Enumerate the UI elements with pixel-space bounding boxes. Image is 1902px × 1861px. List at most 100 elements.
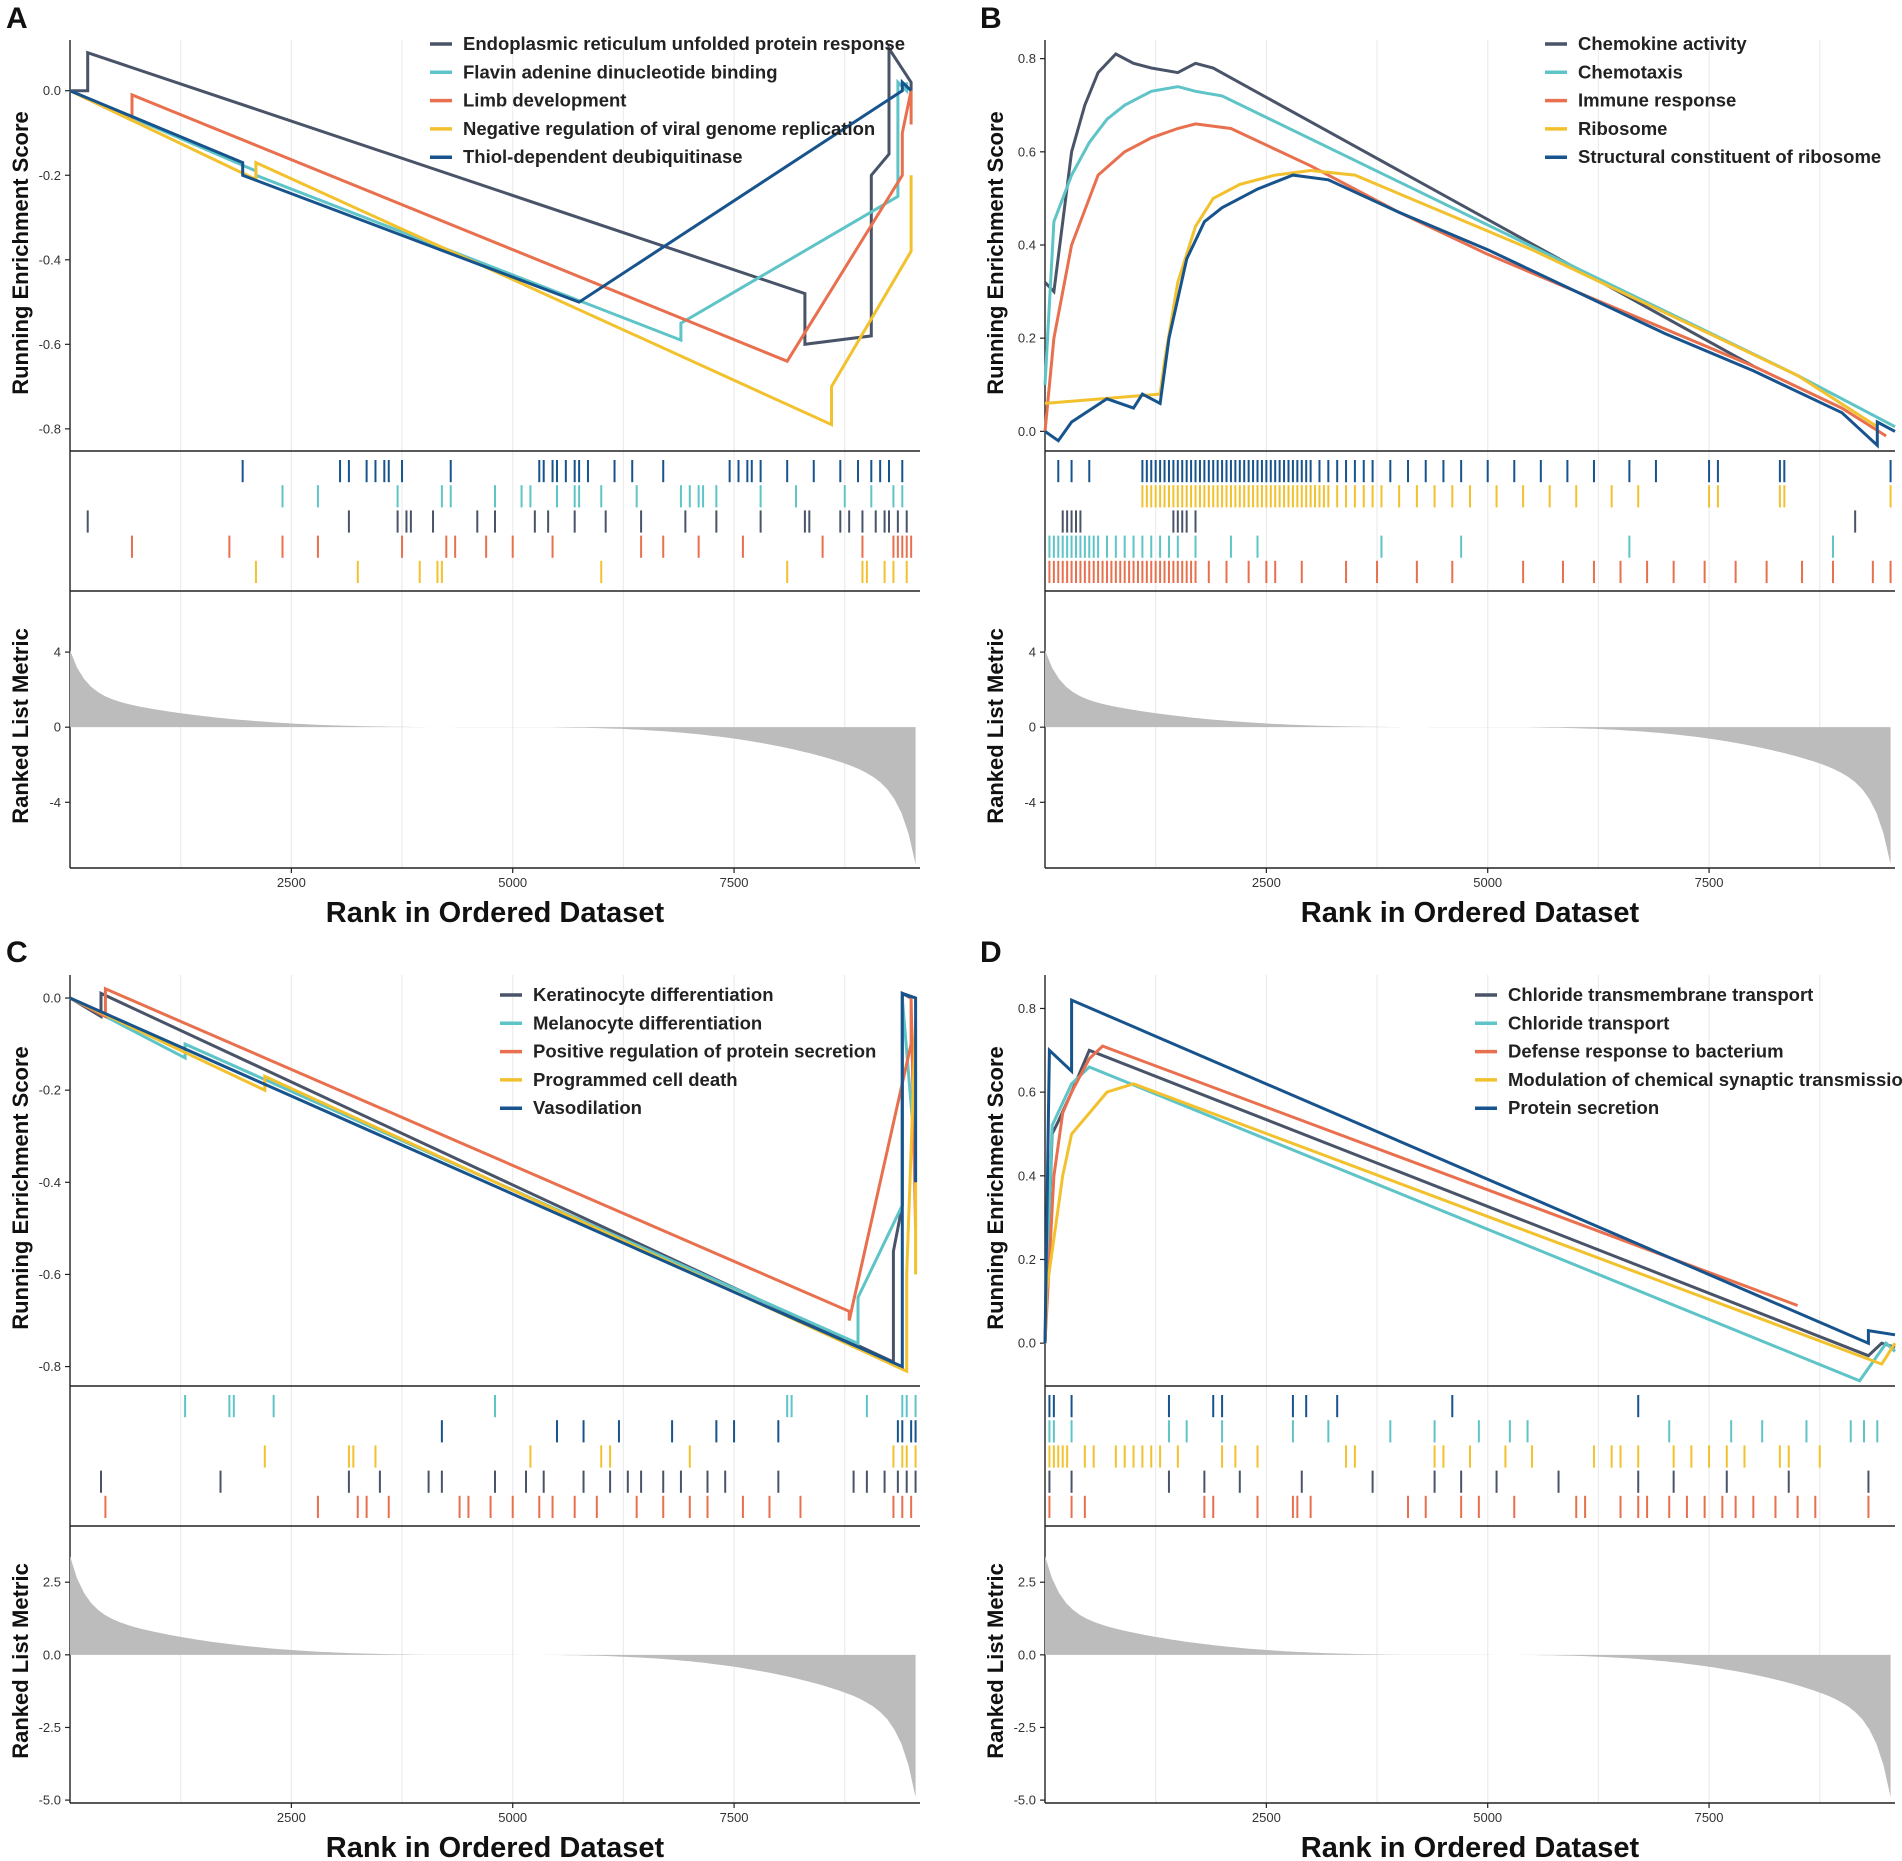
metric-tick-label: 0.0 <box>43 1647 61 1662</box>
legend: Chemokine activity Chemotaxis Immune respo… <box>1545 33 1881 167</box>
hit-row-orange <box>130 535 913 558</box>
legend-label: Ribosome <box>1578 118 1667 139</box>
legend-label: Vasodilation <box>533 1097 642 1118</box>
panel-d: D 0.8 0.6 0.4 0.2 0.0 Running Enrichment Score… <box>980 936 1902 1861</box>
es-tick-label: 0.0 <box>1018 1336 1036 1351</box>
es-axis-title: Running Enrichment Score <box>983 111 1008 395</box>
es-tick-label: 0.6 <box>1018 144 1036 159</box>
x-tick-label: 2500 <box>277 1810 306 1825</box>
es-tick-label: 0.8 <box>1018 51 1036 66</box>
es-tick-label: 0.0 <box>1018 424 1036 439</box>
hit-row-slate <box>1048 1470 1870 1493</box>
gridlines <box>180 975 846 1803</box>
metric-tick-label: 4 <box>1029 645 1036 660</box>
es-tick-label: 0.4 <box>1018 1168 1036 1183</box>
metric-tick-label: 0 <box>54 720 61 735</box>
es-tick-label: 0.2 <box>1018 1252 1036 1267</box>
metric-tick-label: -5.0 <box>39 1793 61 1808</box>
hit-row-orange <box>1048 1495 1870 1518</box>
metric-tick-label: -2.5 <box>39 1720 61 1735</box>
legend-label: Defense response to bacterium <box>1508 1041 1784 1062</box>
x-axis-title: Rank in Ordered Dataset <box>1301 1832 1640 1861</box>
es-axis-title: Running Enrichment Score <box>8 111 33 395</box>
hit-row-teal <box>1048 1420 1879 1443</box>
es-tick-label: -0.6 <box>39 337 61 352</box>
hit-row-teal <box>1048 535 1835 558</box>
x-tick-label: 7500 <box>720 1810 749 1825</box>
metric-tick-label: 0 <box>1029 720 1036 735</box>
legend-label: Structural constituent of ribosome <box>1578 146 1881 167</box>
hit-row-yellow <box>1141 485 1892 508</box>
metric-axis-title: Ranked List Metric <box>983 1563 1008 1759</box>
panel-letter: D <box>980 936 1002 969</box>
panel-letter: B <box>980 2 1002 35</box>
es-line-navy <box>1044 173 1896 449</box>
es-tick-label: -0.8 <box>39 421 61 436</box>
legend: Keratinocyte differentiation Melanocyte d… <box>500 984 876 1118</box>
es-tick-label: 0.8 <box>1018 1001 1036 1016</box>
es-line-navy <box>69 991 918 1369</box>
metric-tick-label: 0.0 <box>1018 1647 1036 1662</box>
x-axis-title: Rank in Ordered Dataset <box>326 897 665 929</box>
es-line-orange <box>1043 1044 1799 1344</box>
hit-row-navy <box>241 460 904 483</box>
es-tick-label: 0.6 <box>1018 1085 1036 1100</box>
panel-c: C 0.0 -0.2 -0.4 -0.6 -0.8 Running Enrichment S… <box>6 936 920 1861</box>
legend: Chloride transmembrane transport Chloride… <box>1475 984 1902 1118</box>
es-tick-label: 0.0 <box>43 83 61 98</box>
x-tick-label: 7500 <box>1695 875 1724 890</box>
es-tick-label: 0.2 <box>1018 331 1036 346</box>
es-line-yellow <box>69 89 913 427</box>
legend-label: Melanocyte differentiation <box>533 1012 762 1033</box>
hit-row-teal <box>281 485 904 508</box>
legend-label: Modulation of chemical synaptic transmis… <box>1508 1069 1902 1090</box>
legend-label: Immune response <box>1578 90 1736 111</box>
hit-row-orange <box>104 1495 913 1518</box>
metric-tick-label: -4 <box>1024 795 1036 810</box>
hit-row-slate <box>86 510 908 533</box>
hit-row-yellow <box>254 560 908 583</box>
x-axis-title: Rank in Ordered Dataset <box>1301 897 1640 929</box>
hit-row-yellow <box>263 1445 917 1468</box>
legend: Endoplasmic reticulum unfolded protein r… <box>430 33 905 167</box>
legend-label: Flavin adenine dinucleotide binding <box>463 61 778 82</box>
gridlines <box>1155 975 1821 1803</box>
x-tick-label: 7500 <box>1695 1810 1724 1825</box>
metric-axis-title: Ranked List Metric <box>8 628 33 824</box>
metric-tick-label: -5.0 <box>1014 1793 1036 1808</box>
hit-row-slate <box>99 1470 917 1493</box>
panel-b: B 0.8 0.6 0.4 0.2 0.0 Running Enrichment Score… <box>980 2 1896 929</box>
legend-label: Endoplasmic reticulum unfolded protein r… <box>463 33 905 54</box>
panel-letter: A <box>6 2 28 35</box>
hit-row-yellow <box>1048 1445 1821 1468</box>
legend-label: Negative regulation of viral genome repl… <box>463 118 875 139</box>
ranked-metric-area <box>1045 1556 1891 1798</box>
ranked-metric-area <box>1045 650 1891 865</box>
x-tick-label: 2500 <box>277 875 306 890</box>
x-tick-label: 2500 <box>1252 1810 1281 1825</box>
hit-row-navy <box>1057 460 1892 483</box>
es-tick-label: 0.4 <box>1018 238 1036 253</box>
metric-tick-label: 2.5 <box>43 1575 61 1590</box>
es-tick-label: -0.2 <box>39 1083 61 1098</box>
metric-axis-title: Ranked List Metric <box>8 1563 33 1759</box>
x-tick-label: 5000 <box>1473 875 1502 890</box>
legend-label: Chemokine activity <box>1578 33 1747 54</box>
es-line-slate <box>70 43 913 347</box>
panel-a: A 0.0 -0.2 -0.4 -0.6 -0.8 Running Enrichment S… <box>6 2 920 929</box>
legend-label: Thiol-dependent deubiquitinase <box>463 146 743 167</box>
panel-letter: C <box>6 936 28 969</box>
es-tick-label: -0.2 <box>39 168 61 183</box>
es-tick-label: -0.4 <box>39 252 61 267</box>
x-tick-label: 7500 <box>720 875 749 890</box>
hit-row-navy <box>440 1420 917 1443</box>
es-line-teal <box>1043 1065 1897 1383</box>
es-line-slate <box>1043 52 1755 368</box>
metric-axis-title: Ranked List Metric <box>983 628 1008 824</box>
metric-tick-label: -2.5 <box>1014 1720 1036 1735</box>
x-tick-label: 2500 <box>1252 875 1281 890</box>
x-tick-label: 5000 <box>498 875 527 890</box>
metric-tick-label: -4 <box>49 795 61 810</box>
es-line-navy <box>69 78 913 304</box>
